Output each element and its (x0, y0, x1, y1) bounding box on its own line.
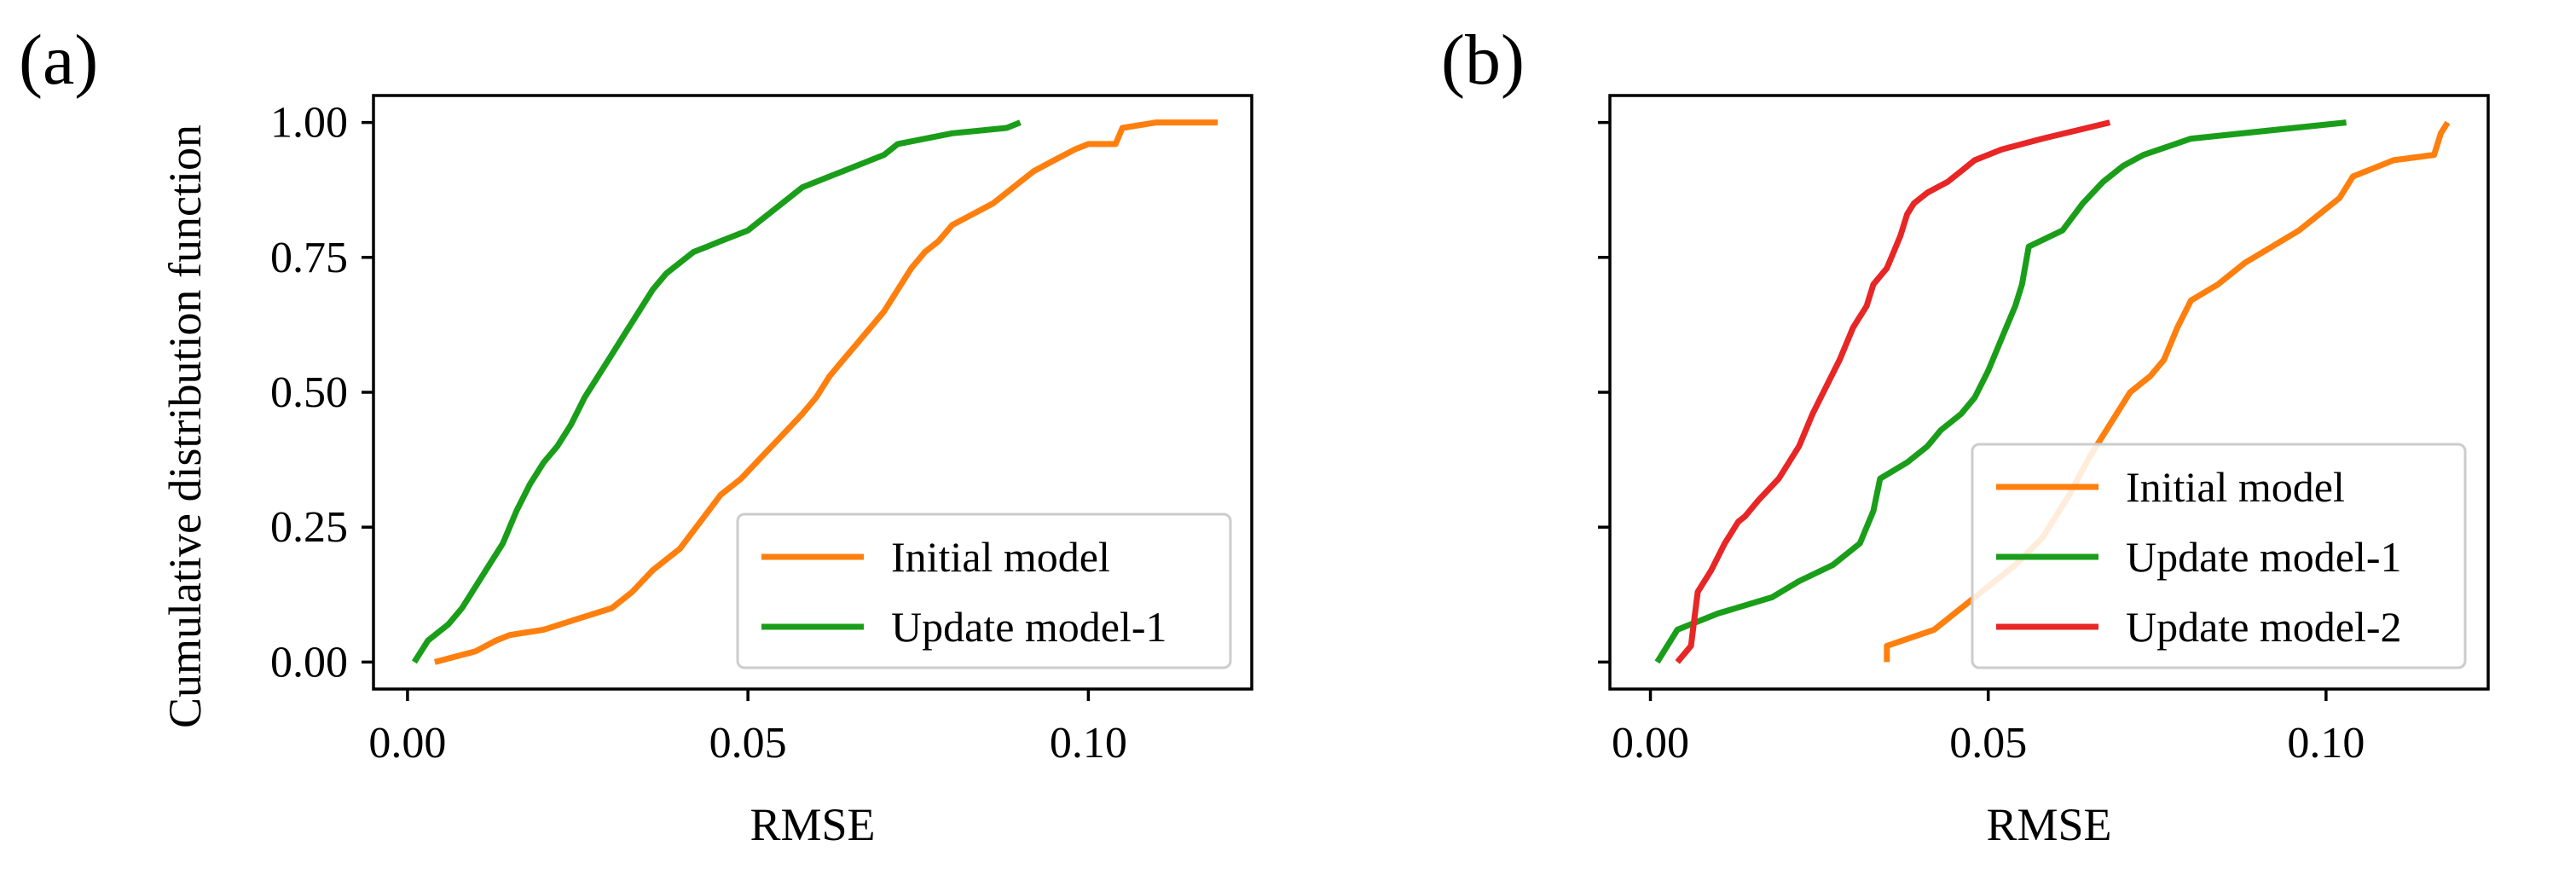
series-line-update-model-2 (1675, 119, 2111, 664)
x-tick-label: 0.00 (1612, 719, 1689, 767)
x-axis-label: RMSE (1986, 799, 2111, 850)
y-axis-label: Cumulative distribution function (159, 125, 211, 728)
x-tick-label: 0.10 (1050, 719, 1127, 767)
panel-label-a: (a) (19, 20, 98, 100)
x-tick-label: 0.00 (368, 719, 446, 767)
y-tick-label: 0.00 (270, 638, 348, 686)
y-tick-label: 0.50 (270, 368, 348, 417)
y-tick-label: 0.75 (270, 234, 348, 282)
x-tick-label: 0.05 (709, 719, 787, 767)
x-tick-label: 0.05 (1949, 719, 2027, 767)
legend: Initial model Update model-1 Update model-… (1971, 443, 2467, 669)
panel-label-b: (b) (1441, 20, 1525, 100)
chart-panel-a: (a) 0.00 0.05 0.10 0.00 0.25 0.50 0.75 1.00 RMSE C… (19, 20, 1253, 850)
legend-label: Initial model (891, 533, 1110, 581)
chart-panel-b: (b) 0.00 0.05 0.10 RMSE Initial model Update m… (1441, 20, 2490, 850)
y-tick-label: 0.25 (270, 503, 348, 552)
series-line-update-model-1 (1654, 119, 2347, 664)
legend-label: Update model-1 (2126, 533, 2402, 581)
legend: Initial model Update model-1 (736, 513, 1232, 669)
series-line-update-model-1 (411, 119, 1022, 664)
legend-label: Update model-2 (2126, 603, 2402, 651)
legend-label: Update model-1 (891, 603, 1167, 651)
y-tick-label: 1.00 (270, 99, 348, 148)
x-tick-label: 0.10 (2287, 719, 2365, 767)
legend-label: Initial model (2126, 463, 2345, 511)
legend-box (1971, 443, 2467, 669)
series-line-initial-model (434, 119, 1219, 665)
x-axis-label: RMSE (750, 799, 875, 850)
series-group (411, 119, 1219, 665)
